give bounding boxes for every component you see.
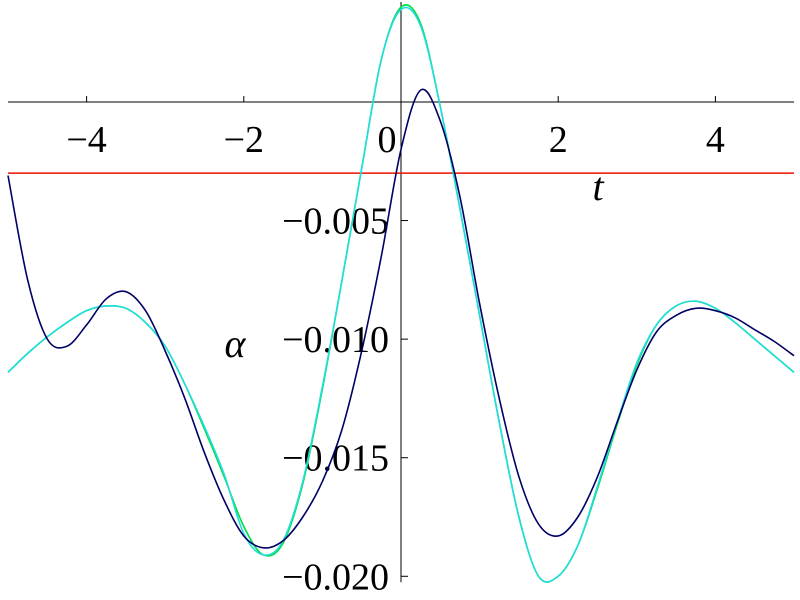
x-tick-label: −4 (66, 119, 106, 161)
x-tick-label: 2 (549, 119, 568, 161)
y-tick-label: −0.015 (282, 438, 389, 480)
x-tick-label: −2 (224, 119, 264, 161)
x-axis-label: t (592, 164, 604, 209)
y-tick-label: −0.005 (282, 201, 389, 243)
y-tick-label: −0.020 (282, 556, 389, 598)
y-tick-label: −0.010 (282, 319, 389, 361)
y-axis-label: α (225, 321, 247, 366)
x-tick-label: 4 (706, 119, 725, 161)
series-line (7, 6, 795, 583)
series-line (7, 88, 795, 549)
x-tick-label: 0 (378, 119, 397, 161)
